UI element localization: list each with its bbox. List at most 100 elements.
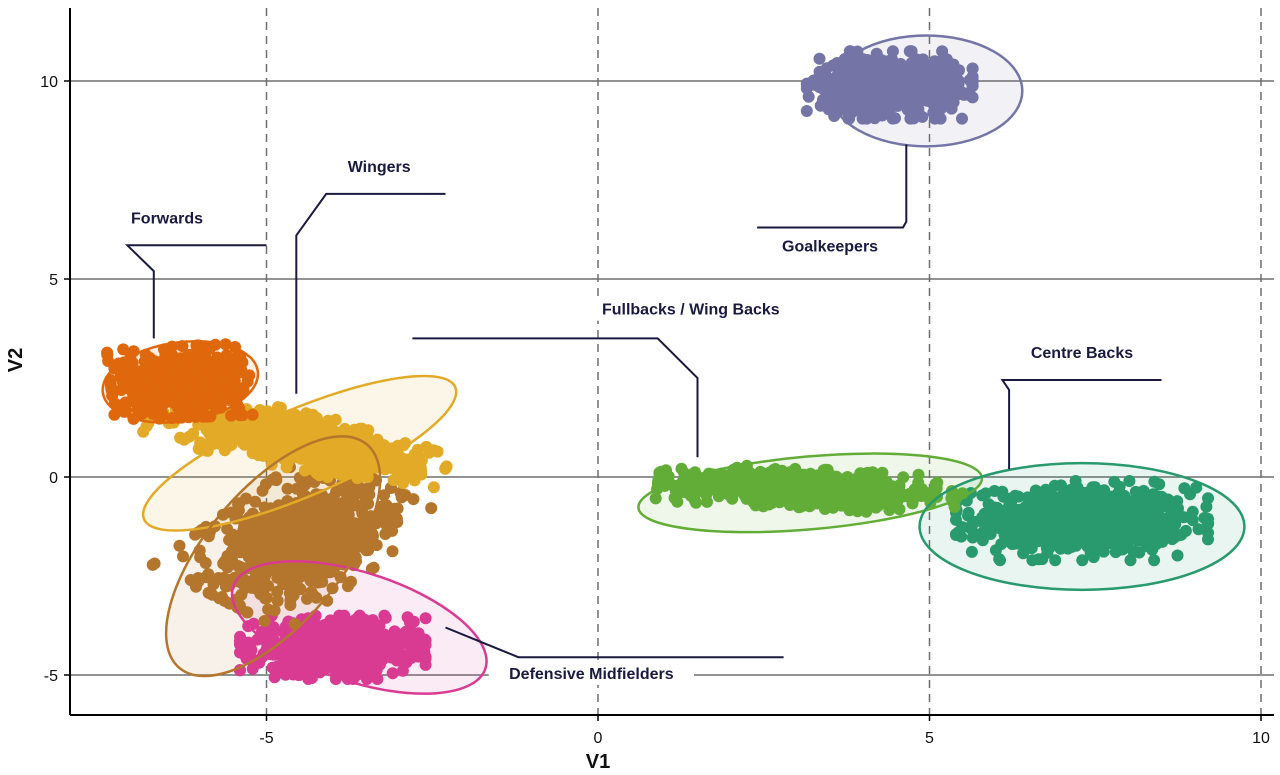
data-point [984,528,997,540]
data-point [194,551,207,564]
data-point [288,545,301,558]
data-point [1146,543,1159,556]
data-point [1048,505,1060,518]
data-point [149,377,162,390]
data-point [240,432,253,445]
data-point [230,537,243,550]
data-point [845,68,857,81]
data-point [315,629,328,642]
data-point [200,383,212,396]
cluster-points [101,338,259,425]
data-point [1133,546,1146,559]
data-point [271,660,284,673]
data-point [1184,488,1196,501]
data-point [903,487,916,500]
data-point [213,592,226,605]
data-point [1011,506,1024,519]
data-point [945,102,958,115]
data-point [346,425,359,438]
data-point [851,505,864,518]
data-point [1147,488,1160,501]
data-point [341,541,353,554]
data-point [1046,525,1059,538]
data-point [842,88,855,101]
data-point [327,563,340,576]
data-point [867,58,880,70]
data-point [966,70,979,83]
data-point [321,594,334,607]
data-point [671,495,684,508]
data-point [1097,532,1110,545]
data-point [187,427,200,440]
data-point [262,603,275,616]
data-point [217,557,230,570]
data-point [407,615,420,628]
data-point [277,563,290,576]
data-point [186,366,199,379]
cluster-label: Fullbacks / Wing Backs [602,302,780,319]
data-point [1061,526,1074,539]
y-axis-title: V2 [5,348,27,372]
annotation-leader-line [1000,379,1162,470]
data-point [1017,516,1030,529]
data-point [117,343,130,356]
data-point [155,406,168,419]
cluster-label: Goalkeepers [782,238,878,255]
data-point [122,372,135,384]
data-point [259,436,272,449]
data-point [1048,494,1061,506]
data-point [294,583,307,596]
data-point [1076,554,1089,567]
cluster-ellipse-outline [918,461,1246,592]
data-point [354,458,367,471]
data-point [887,64,900,77]
data-point [1026,554,1039,567]
data-point [1118,489,1131,502]
data-point [271,594,284,607]
data-point [290,482,303,495]
data-point [953,64,965,77]
data-point [1153,478,1166,491]
data-point [1002,529,1015,542]
annotation-leader-line [757,144,908,229]
data-point [1025,540,1038,553]
data-point [333,448,346,461]
data-point [777,486,790,499]
data-point [280,435,293,448]
data-point [1103,496,1116,509]
data-point [675,462,688,475]
data-point [180,380,193,393]
data-point [269,431,282,444]
data-point [203,525,216,538]
data-point [897,471,910,484]
data-point [950,529,962,541]
data-point [217,508,229,521]
data-point [391,649,404,662]
data-point [1179,524,1192,537]
data-point [349,670,362,682]
data-point [264,517,277,530]
data-point [1078,534,1091,547]
data-point [927,106,940,119]
data-point [240,492,252,505]
data-point [901,73,914,86]
data-point [1144,519,1157,532]
data-point [297,637,310,649]
data-point [824,496,837,509]
data-point [192,339,205,352]
data-point [289,451,302,464]
data-point [173,405,186,418]
data-point [327,662,339,675]
data-point [1202,533,1214,546]
data-point [208,397,221,410]
data-point [285,410,298,423]
cluster-points [800,45,979,125]
data-point [690,496,702,509]
cluster-points [649,459,969,518]
data-point [892,489,905,502]
data-point [252,582,265,595]
data-point [1123,475,1136,487]
data-point [143,354,156,367]
data-point [241,606,254,619]
data-point [440,461,453,474]
